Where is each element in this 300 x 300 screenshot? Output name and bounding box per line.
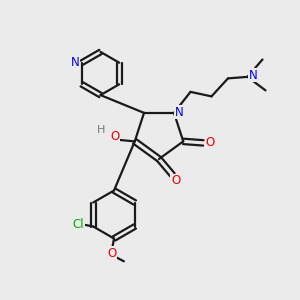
Text: O: O <box>171 174 180 188</box>
Text: N: N <box>248 69 257 82</box>
Text: O: O <box>107 247 116 260</box>
Text: N: N <box>71 56 80 69</box>
Text: H: H <box>97 125 105 135</box>
Text: O: O <box>110 130 119 143</box>
Text: O: O <box>206 136 215 149</box>
Text: Cl: Cl <box>72 218 84 232</box>
Text: N: N <box>175 106 184 119</box>
